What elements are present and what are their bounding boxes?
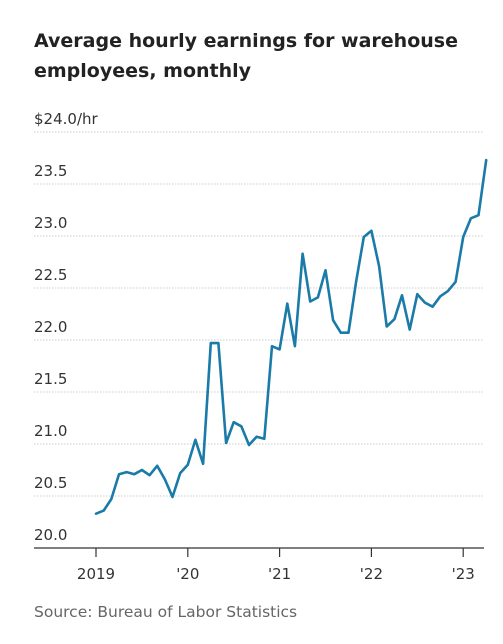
y-tick-label: 23.0: [34, 214, 67, 232]
y-tick-label: 20.5: [34, 474, 67, 492]
x-tick-label: '23: [452, 565, 475, 583]
series-layer: [94, 158, 488, 515]
x-tick-label: '21: [268, 565, 291, 583]
x-tick-label: 2019: [77, 565, 115, 583]
y-tick-label: 20.0: [34, 526, 67, 544]
y-tick-label: 22.0: [34, 318, 67, 336]
x-tick-label: '20: [176, 565, 199, 583]
y-tick-label: 21.0: [34, 422, 67, 440]
y-tick-label: 21.5: [34, 370, 67, 388]
series-line: [94, 158, 488, 515]
x-tick-label: '22: [360, 565, 383, 583]
chart-title: Average hourly earnings for warehouse em…: [34, 30, 458, 82]
y-axis-ticks: 20.0 20.5 21.0 21.5 22.0 22.5 23.0 23.5 $24.0/hr: [34, 110, 99, 544]
y-tick-label: 22.5: [34, 266, 67, 284]
source-note: Source: Bureau of Labor Statistics: [34, 603, 298, 621]
y-tick-label: 23.5: [34, 162, 67, 180]
x-axis: 2019 '20 '21 '22 '23: [77, 548, 475, 583]
gridlines: [34, 131, 484, 549]
y-tick-label: $24.0/hr: [34, 110, 99, 128]
